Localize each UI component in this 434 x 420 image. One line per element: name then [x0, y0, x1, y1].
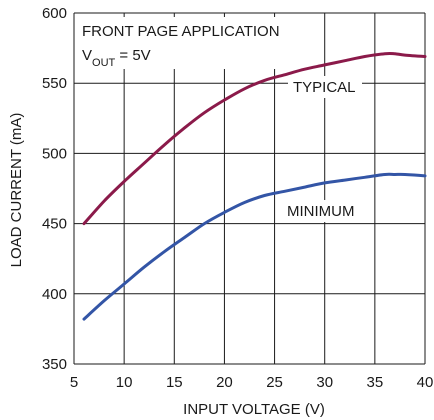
- series-label-typical: TYPICAL: [293, 79, 356, 96]
- series-lines: [82, 51, 427, 321]
- y-tick-label: 500: [42, 145, 67, 162]
- series-line-typical: [82, 51, 427, 226]
- x-tick-label: 5: [70, 374, 78, 391]
- x-tick-label: 20: [216, 374, 233, 391]
- y-tick-label: 350: [42, 356, 67, 373]
- y-tick-label: 450: [42, 216, 67, 233]
- y-tick-label: 600: [42, 5, 67, 22]
- series-label-minimum: MINIMUM: [287, 203, 355, 220]
- x-tick-label: 30: [316, 374, 333, 391]
- chart-title: FRONT PAGE APPLICATION: [82, 23, 280, 40]
- chart-subtitle: VOUT = 5V: [82, 47, 151, 69]
- x-tick-label: 35: [367, 374, 384, 391]
- y-axis-title: LOAD CURRENT (mA): [8, 113, 25, 268]
- x-tick-label: 25: [266, 374, 283, 391]
- typical-label-backdrop: [288, 76, 362, 98]
- title-backdrop: [76, 17, 290, 69]
- series-line-minimum: [82, 172, 427, 321]
- x-axis-title: INPUT VOLTAGE (V): [183, 401, 325, 418]
- x-tick-label: 15: [166, 374, 183, 391]
- minimum-label-backdrop: [283, 200, 367, 222]
- grid: [73, 12, 426, 365]
- x-tick-label: 10: [116, 374, 133, 391]
- y-tick-label: 400: [42, 286, 67, 303]
- tick-labels: 5 10 15 20 25 30 35 40 350 400 450 500 550 600: [42, 5, 433, 391]
- y-tick-label: 550: [42, 75, 67, 92]
- x-tick-label: 40: [417, 374, 434, 391]
